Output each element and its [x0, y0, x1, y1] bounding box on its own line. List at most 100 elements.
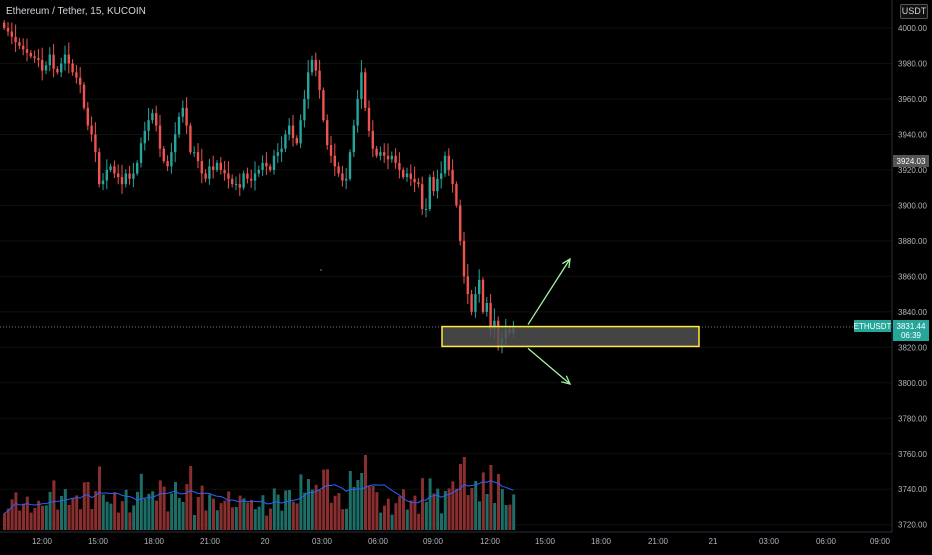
- volume-bar: [25, 496, 29, 530]
- volume-bar: [299, 474, 303, 530]
- candle-body: [143, 130, 146, 144]
- currency-badge[interactable]: USDT: [900, 4, 928, 19]
- candle-body: [246, 173, 249, 179]
- candle-body: [329, 145, 333, 156]
- candle-body: [322, 90, 325, 121]
- volume-bar: [348, 471, 352, 530]
- volume-bar: [291, 501, 295, 530]
- candle-body: [242, 173, 245, 188]
- volume-bar: [37, 500, 41, 530]
- candle-body: [398, 162, 401, 170]
- candle-body: [71, 63, 74, 73]
- volume-bar: [18, 510, 22, 530]
- volume-bar: [398, 496, 402, 530]
- candle-body: [86, 107, 89, 126]
- volume-bar: [367, 486, 371, 530]
- time-tick-label: 12:00: [480, 537, 501, 546]
- price-tick-label: 3820.00: [898, 343, 927, 352]
- time-tick-label: 15:00: [88, 537, 109, 546]
- volume-bar: [212, 498, 215, 530]
- volume-bar: [166, 511, 170, 530]
- candle-body: [3, 22, 6, 28]
- symbol-title[interactable]: Ethereum / Tether, 15, KUCOIN: [6, 6, 146, 17]
- candle-body: [383, 152, 386, 156]
- price-tick-label: 4000.00: [898, 24, 927, 33]
- volume-bar: [489, 465, 493, 530]
- candle-body: [181, 107, 184, 117]
- volume-bar: [466, 495, 470, 530]
- last-price-value: 3831.44: [897, 322, 926, 331]
- price-tick-label: 3760.00: [898, 450, 927, 459]
- candle-body: [459, 205, 462, 241]
- volume-bar: [117, 512, 120, 530]
- time-tick-label: 20: [261, 537, 270, 546]
- volume-bar: [371, 486, 375, 530]
- price-tick-label: 3920.00: [898, 166, 927, 175]
- volume-bar: [478, 501, 481, 530]
- candle-body: [295, 137, 298, 144]
- price-tick-label: 3720.00: [898, 521, 927, 530]
- candle-body: [405, 173, 409, 178]
- volume-bar: [124, 489, 128, 530]
- candle-body: [341, 173, 344, 181]
- candle-body: [280, 148, 283, 153]
- candle-body: [132, 173, 135, 179]
- volume-bar: [284, 490, 288, 530]
- volume-bar: [234, 507, 238, 530]
- volume-bar: [98, 466, 101, 530]
- volume-bar: [143, 498, 147, 530]
- volume-bar: [288, 490, 291, 530]
- volume-bar: [155, 500, 158, 530]
- arrow-head: [561, 375, 572, 385]
- volume-bar: [417, 513, 421, 530]
- volume-bar: [326, 469, 329, 530]
- candle-body: [409, 173, 412, 179]
- price-tick-label: 3940.00: [898, 130, 927, 139]
- candle-body: [219, 162, 222, 170]
- volume-bar: [504, 505, 508, 530]
- price-axis[interactable]: 4000.00 3980.00 3960.00 3940.00 3920.00 3900.…: [898, 24, 927, 530]
- volume-bar: [227, 491, 231, 530]
- volume-bar: [272, 488, 276, 530]
- volume-bar: [443, 491, 447, 530]
- candle-body: [90, 125, 93, 135]
- candle-body: [223, 169, 226, 174]
- volume-bar: [147, 493, 151, 530]
- volume-bar: [246, 502, 250, 530]
- candle-body: [379, 152, 382, 156]
- candle-body: [352, 125, 355, 153]
- volume-bar: [333, 495, 337, 530]
- volume-bar: [459, 464, 462, 530]
- candle-body: [261, 162, 264, 170]
- volume-bar: [341, 509, 345, 530]
- candle-body: [307, 72, 310, 99]
- volume-bar: [500, 489, 504, 530]
- volume-bar: [170, 493, 174, 530]
- time-tick-label: 12:00: [32, 537, 53, 546]
- volume-bar: [185, 484, 189, 530]
- volume-bar: [219, 503, 223, 530]
- candle-body: [440, 173, 443, 179]
- candle-body: [470, 294, 473, 312]
- volume-bar: [485, 494, 489, 530]
- candle-body: [333, 155, 336, 167]
- candle-body: [101, 180, 105, 185]
- volume-bar: [352, 487, 356, 530]
- volume-bar: [101, 494, 105, 530]
- candle-body: [265, 162, 268, 167]
- time-tick-label: 03:00: [759, 537, 780, 546]
- volume-bar: [497, 474, 500, 530]
- candle-body: [466, 276, 469, 295]
- direction-arrows[interactable]: [527, 257, 572, 385]
- volume-bar: [394, 503, 398, 530]
- support-zone-rectangle[interactable]: [441, 325, 700, 348]
- volume-bar: [29, 512, 33, 530]
- volume-bar: [33, 507, 37, 530]
- time-axis[interactable]: 12:00 15:00 18:00 21:00 20 03:00 06:00 09:00 12:…: [32, 537, 891, 546]
- candle-body: [413, 178, 416, 183]
- volume-bar: [318, 489, 322, 530]
- candle-body: [158, 125, 162, 149]
- volume-bar: [242, 498, 246, 530]
